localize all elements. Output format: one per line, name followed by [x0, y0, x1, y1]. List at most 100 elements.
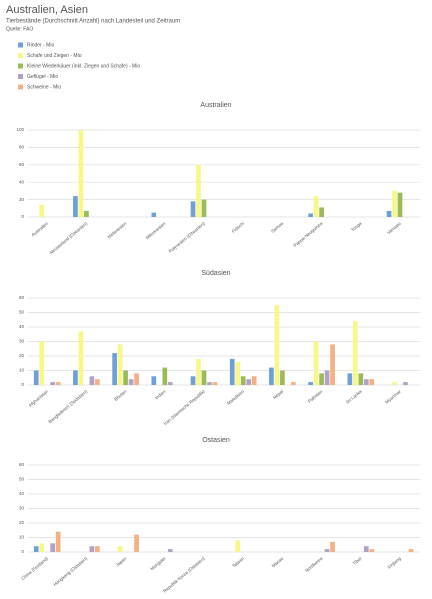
bar: [319, 373, 324, 385]
y-tick-label: 40: [19, 324, 25, 329]
bar: [73, 370, 78, 385]
bar: [89, 376, 95, 385]
x-tick-label: Papua-Neuguinea: [292, 221, 323, 248]
x-tick-label: China (Festland): [20, 556, 49, 582]
x-tick-label: Polynesien (Ozeanien): [168, 221, 206, 254]
x-tick-label: Iran (Islamische Republik): [163, 389, 206, 427]
legend-label: Rinder - Mio: [27, 42, 54, 48]
x-tick-label: Malediven: [226, 389, 245, 406]
x-tick-label: Bhutan: [113, 389, 128, 402]
x-tick-label: Myanmar: [384, 389, 402, 405]
y-tick-label: 10: [19, 368, 25, 373]
bar: [112, 353, 117, 385]
x-tick-label: Xinjiang: [386, 556, 402, 570]
x-tick-label: Sri Lanka: [345, 389, 363, 405]
y-tick-label: 60: [19, 162, 25, 167]
x-tick-label: Mongolei: [149, 556, 166, 572]
bar: [84, 210, 89, 217]
y-tick-label: 20: [19, 353, 25, 358]
bar: [50, 543, 56, 552]
bar: [95, 546, 100, 552]
bar: [308, 213, 313, 217]
bar: [196, 358, 201, 385]
bar: [55, 531, 61, 552]
x-tick-label: Pakistan: [307, 389, 324, 404]
bar: [251, 376, 257, 385]
legend-label: Kleine Wiederkäuer (inkl. Ziegen und Sch…: [27, 63, 140, 69]
bar: [324, 370, 330, 385]
source: Quelle: FAO: [6, 26, 33, 32]
bar: [167, 549, 173, 552]
y-tick-label: 60: [19, 295, 25, 300]
bar: [319, 207, 324, 217]
bar: [330, 344, 335, 385]
bar: [167, 382, 173, 385]
bar: [229, 358, 235, 385]
bar: [313, 341, 319, 385]
bar: [117, 546, 123, 552]
bar: [33, 370, 39, 385]
chart-title: Australien: [200, 102, 231, 109]
bar: [95, 379, 100, 385]
bar: [123, 370, 128, 385]
bar: [55, 382, 61, 385]
bar: [408, 549, 414, 552]
bar: [134, 373, 139, 385]
bar: [269, 367, 274, 385]
bar: [358, 373, 364, 385]
chart-title: Südasien: [201, 270, 230, 277]
bar: [392, 382, 397, 385]
bar: [397, 192, 403, 217]
bar: [352, 321, 358, 385]
x-tick-label: Japan: [115, 556, 128, 568]
bar: [201, 370, 207, 385]
bar: [89, 546, 95, 552]
legend-label: Schweine - Mio: [27, 84, 61, 90]
bar: [363, 546, 369, 552]
y-tick-label: 0: [21, 214, 24, 219]
bar: [50, 382, 56, 385]
bar: [324, 549, 330, 552]
y-tick-label: 40: [19, 179, 25, 184]
bar: [392, 190, 397, 217]
bar: [280, 370, 285, 385]
bar: [240, 376, 246, 385]
y-tick-label: 30: [19, 339, 25, 344]
legend-label: Schafe und Ziegen - Mio: [27, 53, 82, 59]
bar: [190, 201, 196, 217]
x-tick-label: Neuseeland (Ozeanien): [49, 221, 89, 256]
y-tick-label: 0: [21, 549, 24, 554]
x-tick-label: Republik Korea (Ostasien): [162, 556, 206, 594]
y-tick-label: 10: [19, 535, 25, 540]
y-tick-label: 0: [21, 382, 24, 387]
bar: [363, 379, 369, 385]
y-tick-label: 40: [19, 491, 25, 496]
bar: [73, 196, 78, 217]
x-tick-label: Samoa: [270, 221, 285, 234]
legend-swatch: [18, 53, 23, 58]
bar: [291, 382, 296, 385]
legend-swatch: [18, 63, 23, 69]
bar: [78, 130, 84, 217]
x-tick-label: Macau: [271, 556, 285, 569]
bar: [235, 540, 241, 552]
legend-swatch: [18, 84, 23, 90]
legend-swatch: [18, 74, 23, 79]
y-tick-label: 100: [16, 127, 24, 132]
bar: [308, 382, 313, 385]
bar: [246, 379, 252, 385]
page-title: Australien, Asien: [6, 4, 88, 16]
y-tick-label: 30: [19, 506, 25, 511]
bar: [190, 376, 196, 385]
bar: [274, 305, 280, 385]
x-tick-label: Australien: [30, 221, 49, 238]
x-tick-label: Hongkong (Ostasien): [52, 556, 88, 587]
y-tick-label: 20: [19, 197, 25, 202]
x-tick-label: Taiwan: [231, 556, 245, 569]
bar: [330, 541, 335, 552]
y-tick-label: 20: [19, 520, 25, 525]
subtitle: Tierbestände (Durchschnitt Anzahl) nach …: [6, 19, 180, 25]
bar: [151, 376, 157, 385]
bar: [235, 361, 241, 385]
